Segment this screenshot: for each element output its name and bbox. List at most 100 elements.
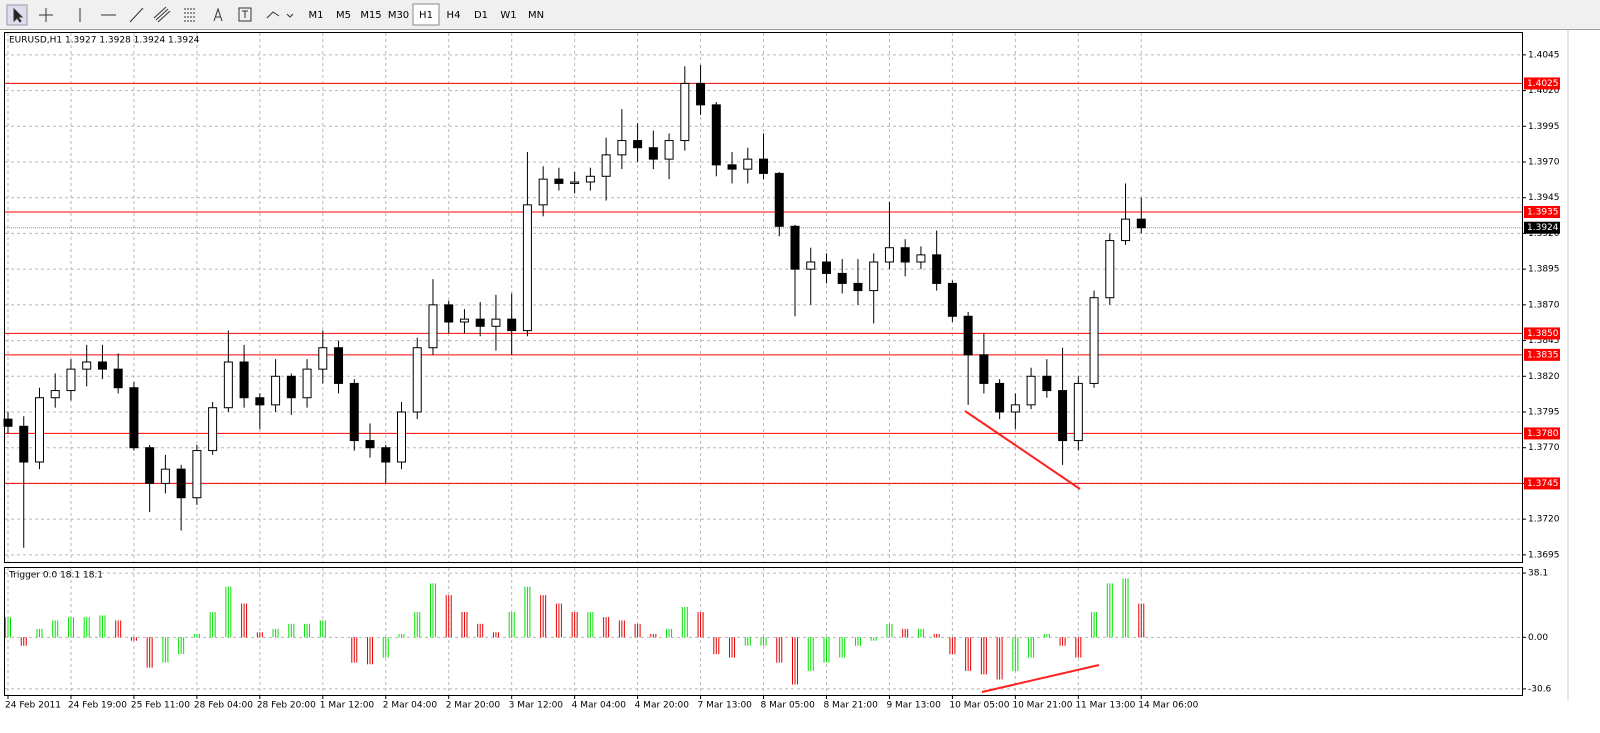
level-label: 1.3835 bbox=[1527, 350, 1559, 360]
timeframe-button[interactable] bbox=[303, 4, 329, 25]
timeframe-button[interactable] bbox=[523, 4, 549, 25]
y-tick-label: 1.3770 bbox=[1528, 443, 1560, 453]
trendline-button[interactable] bbox=[129, 7, 144, 23]
candle-body bbox=[192, 450, 202, 499]
timeframe-button[interactable] bbox=[440, 4, 467, 25]
timeframe-label: MN bbox=[528, 10, 544, 21]
candle-body bbox=[601, 154, 611, 177]
candle-body bbox=[1042, 375, 1052, 392]
level-tag bbox=[1524, 477, 1560, 490]
timeframe-button[interactable] bbox=[468, 4, 494, 25]
panel-title: EURUSD,H1 1.3927 1.3928 1.3924 1.3924 bbox=[9, 36, 200, 46]
fibo-button[interactable] bbox=[184, 8, 196, 22]
candle-body bbox=[145, 447, 155, 484]
candle-body bbox=[727, 164, 737, 170]
candle-body bbox=[19, 425, 29, 463]
crosshair-button[interactable] bbox=[39, 8, 53, 22]
candle-body bbox=[113, 368, 123, 389]
candle-body bbox=[491, 318, 501, 327]
candle-body bbox=[837, 272, 847, 284]
candle-body bbox=[334, 347, 344, 384]
candle-body bbox=[1058, 390, 1068, 442]
y-tick-label: 1.3795 bbox=[1528, 408, 1560, 418]
candle-body bbox=[585, 175, 595, 183]
candle-body bbox=[664, 140, 674, 160]
candle-body bbox=[1089, 297, 1099, 384]
candle-body bbox=[947, 282, 957, 317]
level-label: 1.3780 bbox=[1527, 429, 1559, 439]
candle-body bbox=[255, 397, 265, 406]
y-tick-label: 1.4020 bbox=[1528, 86, 1560, 96]
label-button[interactable] bbox=[238, 7, 252, 22]
candle-body bbox=[743, 158, 753, 170]
candle-body bbox=[1121, 218, 1131, 242]
timeframe-bar: M1 M5 M15 M30 H1 H4 D1 W1 MN bbox=[303, 3, 549, 26]
text-button[interactable] bbox=[213, 7, 223, 22]
timeframe-label: H4 bbox=[447, 10, 461, 21]
timeframe-button[interactable] bbox=[495, 4, 522, 25]
candle-body bbox=[554, 178, 564, 184]
candle-body bbox=[66, 368, 76, 392]
timeframe-button[interactable] bbox=[385, 4, 412, 25]
candle-body bbox=[680, 82, 690, 142]
candle-body bbox=[979, 354, 989, 384]
candle-body bbox=[1136, 218, 1146, 229]
timeframe-button[interactable] bbox=[330, 4, 357, 25]
candle-body bbox=[711, 104, 721, 166]
trend-line[interactable] bbox=[981, 664, 1100, 693]
candle-body bbox=[129, 387, 139, 449]
timeframe-button[interactable] bbox=[412, 3, 440, 26]
level-tag bbox=[1524, 427, 1560, 440]
candle-body bbox=[507, 318, 517, 332]
y-tick-label: 1.3895 bbox=[1528, 265, 1560, 275]
y-tick-label: 1.3845 bbox=[1528, 336, 1560, 346]
candle-body bbox=[239, 361, 249, 399]
candle-body bbox=[1010, 404, 1020, 413]
candle-body bbox=[759, 158, 769, 174]
candle-body bbox=[696, 82, 706, 106]
drawing-tools bbox=[6, 4, 294, 26]
x-tick-label: 14 Mar 06:00 bbox=[1138, 701, 1198, 711]
level-tag bbox=[1524, 206, 1560, 218]
y-tick-label: -30.6 bbox=[1528, 684, 1552, 694]
x-tick-label: 10 Mar 05:00 bbox=[949, 701, 1009, 711]
x-tick-label: 24 Feb 19:00 bbox=[68, 701, 127, 711]
candle-body bbox=[932, 254, 942, 284]
candle-body bbox=[397, 411, 406, 463]
x-tick-label: 4 Mar 04:00 bbox=[572, 701, 627, 711]
x-tick-label: 25 Feb 11:00 bbox=[131, 701, 190, 711]
candle-body bbox=[318, 347, 328, 370]
level-tag bbox=[1524, 348, 1560, 361]
timeframe-button[interactable] bbox=[358, 4, 384, 25]
candle-body bbox=[286, 375, 296, 399]
panel-title: Trigger 0.0 18.1 18.1 bbox=[8, 571, 103, 581]
candle-body bbox=[82, 361, 92, 370]
candle-body bbox=[271, 375, 281, 406]
candle-body bbox=[617, 140, 627, 156]
timeframe-label: M30 bbox=[388, 10, 409, 21]
channel-button[interactable] bbox=[153, 6, 171, 23]
timeframe-label: M1 bbox=[309, 10, 324, 21]
candle-body bbox=[538, 178, 548, 206]
y-tick-label: 1.4045 bbox=[1528, 50, 1560, 60]
candle-body bbox=[50, 390, 60, 399]
x-tick-label: 7 Mar 13:00 bbox=[698, 701, 753, 711]
timeframe-label: M5 bbox=[336, 10, 351, 21]
candle-body bbox=[522, 204, 532, 332]
arrows-button[interactable] bbox=[266, 11, 294, 19]
x-tick-label: 1 Mar 12:00 bbox=[320, 701, 375, 711]
x-tick-label: 11 Mar 13:00 bbox=[1075, 701, 1135, 711]
x-tick-label: 28 Feb 20:00 bbox=[257, 701, 316, 711]
candle-body bbox=[1026, 375, 1036, 406]
y-tick-label: 1.3920 bbox=[1528, 229, 1560, 239]
candle-body bbox=[648, 147, 658, 160]
candle-body bbox=[821, 261, 831, 274]
y-tick-label: 1.3820 bbox=[1528, 372, 1560, 382]
candle-body bbox=[884, 247, 894, 263]
candle-body bbox=[475, 318, 485, 327]
trend-line[interactable] bbox=[964, 410, 1081, 490]
toolbar bbox=[0, 0, 1600, 30]
x-tick-label: 24 Feb 2011 bbox=[5, 701, 61, 711]
candle-body bbox=[412, 347, 422, 413]
